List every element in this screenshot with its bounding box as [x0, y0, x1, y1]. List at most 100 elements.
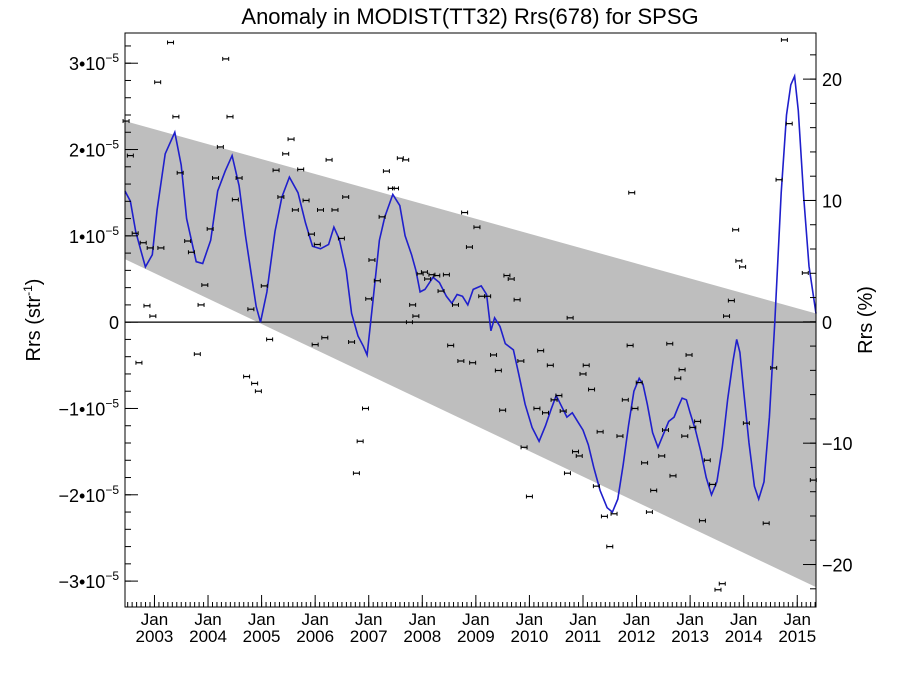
y2-tick-label: 20 [822, 70, 842, 90]
data-point [405, 320, 413, 325]
data-point [313, 242, 321, 247]
data-point [703, 458, 711, 463]
data-point [762, 521, 770, 526]
data-point [157, 245, 165, 250]
data-point [600, 514, 608, 519]
x-tick-year-label: 2014 [725, 627, 763, 646]
data-point [352, 471, 360, 476]
data-point [348, 340, 356, 345]
data-point [499, 408, 507, 413]
data-point [222, 56, 230, 61]
y-axis-right-label: Rrs (%) [855, 286, 877, 354]
data-point [563, 471, 571, 476]
data-point [362, 406, 370, 411]
data-point [187, 250, 195, 255]
data-point [307, 232, 315, 237]
data-point [197, 302, 205, 307]
data-point [254, 389, 262, 394]
data-point [272, 168, 280, 173]
data-point [490, 352, 498, 357]
data-point [126, 153, 134, 158]
data-point [378, 214, 386, 219]
y-tick-label: −3•10−5 [58, 569, 119, 592]
data-point [742, 421, 750, 426]
data-point [685, 352, 693, 357]
data-point [465, 245, 473, 250]
y-tick-label: 3•10−5 [69, 51, 119, 74]
y-axis-left-label: Rrs (str-1) [21, 279, 45, 362]
data-point [337, 236, 345, 241]
plot-area [122, 32, 817, 608]
data-point [247, 307, 255, 312]
data-point [437, 289, 445, 294]
x-tick-year-label: 2005 [243, 627, 281, 646]
data-point [661, 428, 669, 433]
data-point [674, 376, 682, 381]
data-point [184, 239, 192, 244]
data-point [555, 393, 563, 398]
data-point [650, 488, 658, 493]
data-point [167, 40, 175, 45]
data-point [331, 207, 339, 212]
data-point [641, 460, 649, 465]
data-point [317, 207, 325, 212]
data-point [212, 176, 220, 181]
data-point [473, 225, 481, 230]
data-point [282, 151, 290, 156]
y2-tick-label: 0 [822, 313, 832, 333]
data-point [507, 277, 515, 281]
uncertainty-band [125, 121, 816, 588]
data-point [520, 445, 528, 450]
data-point [503, 273, 511, 278]
data-point [392, 186, 400, 191]
data-point [533, 406, 541, 411]
y-tick-label: 1•10−5 [69, 224, 119, 247]
data-point [146, 245, 154, 250]
data-point [311, 342, 319, 347]
data-point [727, 298, 735, 303]
x-tick-year-label: 2012 [618, 627, 656, 646]
data-point [559, 409, 567, 414]
x-tick-month-label: Jan [355, 610, 382, 629]
data-point [302, 198, 310, 203]
x-tick-year-label: 2013 [671, 627, 709, 646]
x-tick-month-label: Jan [569, 610, 596, 629]
data-point [442, 272, 450, 277]
data-point [566, 315, 574, 320]
data-point [139, 240, 147, 245]
data-point [678, 367, 686, 372]
chart-title: Anomaly in MODIST(TT32) Rrs(678) for SPS… [241, 4, 698, 29]
data-point [251, 381, 259, 386]
data-point [325, 157, 333, 162]
y-axis-left: 3•10−5 2•10−5 1•10−5 0 −1•10−5 −2•10−5 −3•10−5 [58, 45, 138, 592]
data-point [579, 371, 587, 376]
data-point [176, 170, 184, 175]
data-point [631, 406, 639, 411]
x-tick-year-label: 2003 [136, 627, 174, 646]
data-point [447, 343, 455, 348]
data-point [626, 343, 634, 348]
x-tick-year-label: 2015 [778, 627, 816, 646]
x-tick-year-label: 2004 [189, 627, 227, 646]
x-tick-year-label: 2010 [511, 627, 549, 646]
data-point [356, 439, 364, 444]
data-point [469, 360, 477, 365]
data-point [291, 207, 299, 212]
data-point [297, 167, 305, 172]
data-point [606, 544, 614, 549]
data-points [122, 37, 817, 592]
data-point [550, 397, 558, 402]
data-point [402, 157, 410, 162]
data-point [575, 453, 583, 458]
data-point [457, 359, 465, 363]
data-point [582, 363, 590, 368]
data-point [645, 510, 653, 515]
data-point [801, 270, 809, 275]
x-tick-month-label: Jan [623, 610, 650, 629]
x-tick-month-label: Jan [248, 610, 275, 629]
data-point [433, 273, 441, 278]
data-point [321, 335, 329, 340]
data-point [143, 303, 151, 308]
data-point [206, 226, 214, 231]
data-point [260, 283, 268, 288]
